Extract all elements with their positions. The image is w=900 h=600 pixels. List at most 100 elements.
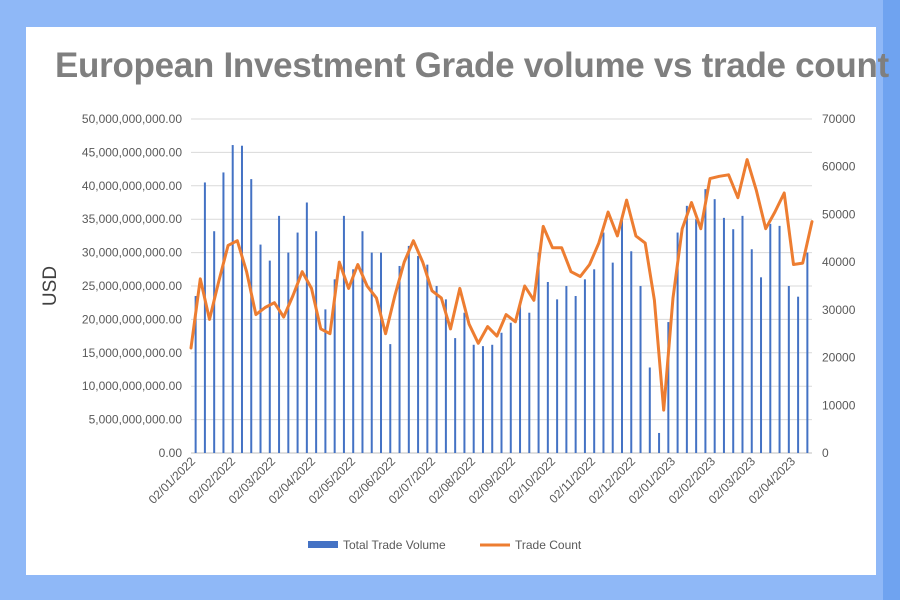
volume-bar: [287, 252, 290, 453]
volume-bar: [611, 262, 614, 453]
volume-bar: [417, 255, 420, 453]
legend-bar-swatch: [308, 541, 338, 548]
left-tick-label: 25,000,000,000.00: [82, 279, 182, 293]
volume-bar: [278, 215, 281, 453]
volume-bar: [398, 265, 401, 453]
volume-bar: [741, 215, 744, 453]
volume-bar: [667, 322, 670, 453]
right-axis-ticks: 0 10000 20000 30000 40000 50000 60000 70000: [822, 112, 856, 460]
volume-bar: [797, 296, 800, 453]
volume-bar: [324, 309, 327, 453]
volume-bar: [407, 245, 410, 453]
right-tick-label: 30000: [822, 303, 856, 317]
right-tick-label: 20000: [822, 351, 856, 365]
volume-bar: [491, 344, 494, 453]
chart-card: [26, 27, 876, 575]
volume-bar: [352, 269, 355, 453]
chart-title: European Investment Grade volume vs trad…: [55, 46, 889, 85]
volume-bar: [556, 299, 559, 453]
volume-bar: [574, 296, 577, 453]
right-tick-label: 70000: [822, 112, 856, 126]
left-tick-label: 5,000,000,000.00: [89, 413, 183, 427]
volume-bar: [732, 229, 735, 453]
right-edge-band: [883, 0, 900, 600]
left-tick-label: 45,000,000,000.00: [82, 145, 182, 159]
volume-bar: [435, 286, 438, 453]
volume-bar: [426, 264, 429, 453]
left-tick-label: 40,000,000,000.00: [82, 179, 182, 193]
volume-bar: [704, 189, 707, 453]
volume-bar: [787, 286, 790, 453]
volume-bar: [481, 346, 484, 453]
left-tick-label: 0.00: [159, 446, 183, 460]
volume-bar: [750, 249, 753, 453]
volume-bar: [685, 205, 688, 453]
volume-bar: [333, 279, 336, 453]
volume-bar: [213, 231, 216, 453]
volume-bar: [658, 432, 661, 453]
trade-count-polyline: [189, 158, 814, 412]
volume-bar: [444, 299, 447, 453]
volume-bar: [361, 231, 364, 453]
right-tick-label: 60000: [822, 160, 856, 174]
left-tick-label: 15,000,000,000.00: [82, 346, 182, 360]
volume-bar: [268, 260, 271, 453]
volume-bar: [769, 223, 772, 453]
volume-bar: [565, 286, 568, 453]
volume-bar: [315, 231, 318, 453]
volume-bar: [648, 367, 651, 453]
trade-count-line: [189, 158, 814, 412]
volume-bar: [342, 215, 345, 453]
volume-bar: [222, 172, 225, 453]
volume-bar: [500, 332, 503, 453]
volume-bar: [305, 202, 308, 453]
volume-bar: [528, 312, 531, 453]
volume-bar: [380, 252, 383, 453]
volume-bar: [370, 252, 373, 453]
volume-bar: [259, 244, 262, 453]
volume-bar: [722, 217, 725, 453]
left-tick-label: 10,000,000,000.00: [82, 379, 182, 393]
volume-bar: [203, 182, 206, 453]
volume-bar: [620, 219, 623, 453]
volume-bar: [194, 296, 197, 453]
volume-bar: [389, 344, 392, 453]
volume-bar: [760, 277, 763, 453]
volume-bar: [250, 179, 253, 453]
volume-bar: [463, 312, 466, 453]
volume-bar: [695, 219, 698, 453]
legend-bar-label: Total Trade Volume: [343, 538, 446, 552]
left-tick-label: 50,000,000,000.00: [82, 112, 182, 126]
legend-line-label: Trade Count: [515, 538, 582, 552]
volume-bar: [519, 302, 522, 453]
left-tick-label: 35,000,000,000.00: [82, 212, 182, 226]
right-tick-label: 40000: [822, 255, 856, 269]
right-tick-label: 10000: [822, 398, 856, 412]
volume-bars: [194, 145, 809, 453]
y-axis-label: USD: [40, 266, 61, 306]
volume-bar: [472, 344, 475, 453]
left-tick-label: 30,000,000,000.00: [82, 246, 182, 260]
left-tick-label: 20,000,000,000.00: [82, 312, 182, 326]
volume-bar: [454, 338, 457, 453]
volume-bar: [630, 251, 633, 453]
volume-bar: [231, 145, 234, 453]
volume-bar: [593, 269, 596, 453]
volume-bar: [296, 232, 299, 453]
volume-bar: [509, 322, 512, 453]
volume-bar: [806, 252, 809, 453]
volume-bar: [713, 199, 716, 453]
x-axis-ticks: 02/01/202202/02/202202/03/202202/04/2022…: [146, 454, 799, 507]
left-axis-ticks: 0.00 5,000,000,000.00 10,000,000,000.00 15,…: [82, 112, 182, 460]
volume-bar: [537, 252, 540, 453]
volume-bar: [583, 279, 586, 453]
right-tick-label: 50000: [822, 207, 856, 221]
volume-bar: [676, 232, 679, 453]
volume-bar: [240, 145, 243, 453]
volume-bar: [778, 225, 781, 453]
volume-bar: [639, 286, 642, 453]
volume-bar: [546, 281, 549, 453]
volume-bar: [602, 232, 605, 453]
legend: Total Trade Volume Trade Count: [308, 538, 582, 552]
